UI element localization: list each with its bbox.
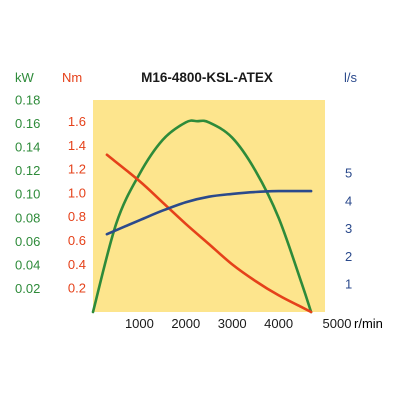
flow-tick-label: 4 <box>345 193 352 208</box>
torque-tick-label: 0.8 <box>68 209 86 224</box>
torque-tick-label: 0.2 <box>68 281 86 296</box>
power-tick-label: 0.14 <box>15 140 40 155</box>
torque-tick-label: 1.0 <box>68 185 86 200</box>
power-tick-label: 0.02 <box>15 281 40 296</box>
x-tick-label: 4000 <box>264 316 293 331</box>
torque-axis-unit: Nm <box>62 70 82 85</box>
chart-title: M16-4800-KSL-ATEX <box>141 70 273 85</box>
power-tick-label: 0.12 <box>15 163 40 178</box>
flow-series-line <box>105 189 313 236</box>
torque-tick-label: 0.6 <box>68 233 86 248</box>
plot-area <box>93 100 325 312</box>
series-layer <box>91 119 313 314</box>
power-axis-unit: kW <box>15 70 35 85</box>
torque-series-line <box>105 153 313 314</box>
torque-tick-label: 1.6 <box>68 114 86 129</box>
x-axis-ticks: 1000 2000 3000 4000 5000 <box>125 316 352 331</box>
x-tick-label: 1000 <box>125 316 154 331</box>
power-axis-ticks: 0.02 0.04 0.06 0.08 0.10 0.12 0.14 0.16 0.18 <box>15 93 40 296</box>
power-tick-label: 0.06 <box>15 234 40 249</box>
power-tick-label: 0.16 <box>15 116 40 131</box>
flow-tick-label: 1 <box>345 277 352 292</box>
flow-tick-label: 5 <box>345 166 352 181</box>
x-tick-label: 2000 <box>171 316 200 331</box>
power-series-line <box>91 119 313 314</box>
flow-tick-label: 3 <box>345 221 352 236</box>
x-tick-label: 3000 <box>218 316 247 331</box>
flow-axis-ticks: 1 2 3 4 5 <box>345 166 352 292</box>
x-tick-label: 5000 <box>323 316 352 331</box>
x-axis-label: r/min <box>354 316 383 331</box>
flow-axis-unit: l/s <box>344 70 358 85</box>
power-tick-label: 0.08 <box>15 210 40 225</box>
power-tick-label: 0.04 <box>15 257 40 272</box>
torque-axis-ticks: 0.2 0.4 0.6 0.8 1.0 1.2 1.4 1.6 <box>68 114 86 296</box>
power-tick-label: 0.10 <box>15 187 40 202</box>
torque-tick-label: 1.4 <box>68 138 86 153</box>
flow-tick-label: 2 <box>345 249 352 264</box>
power-tick-label: 0.18 <box>15 93 40 108</box>
torque-tick-label: 1.2 <box>68 162 86 177</box>
torque-tick-label: 0.4 <box>68 257 86 272</box>
